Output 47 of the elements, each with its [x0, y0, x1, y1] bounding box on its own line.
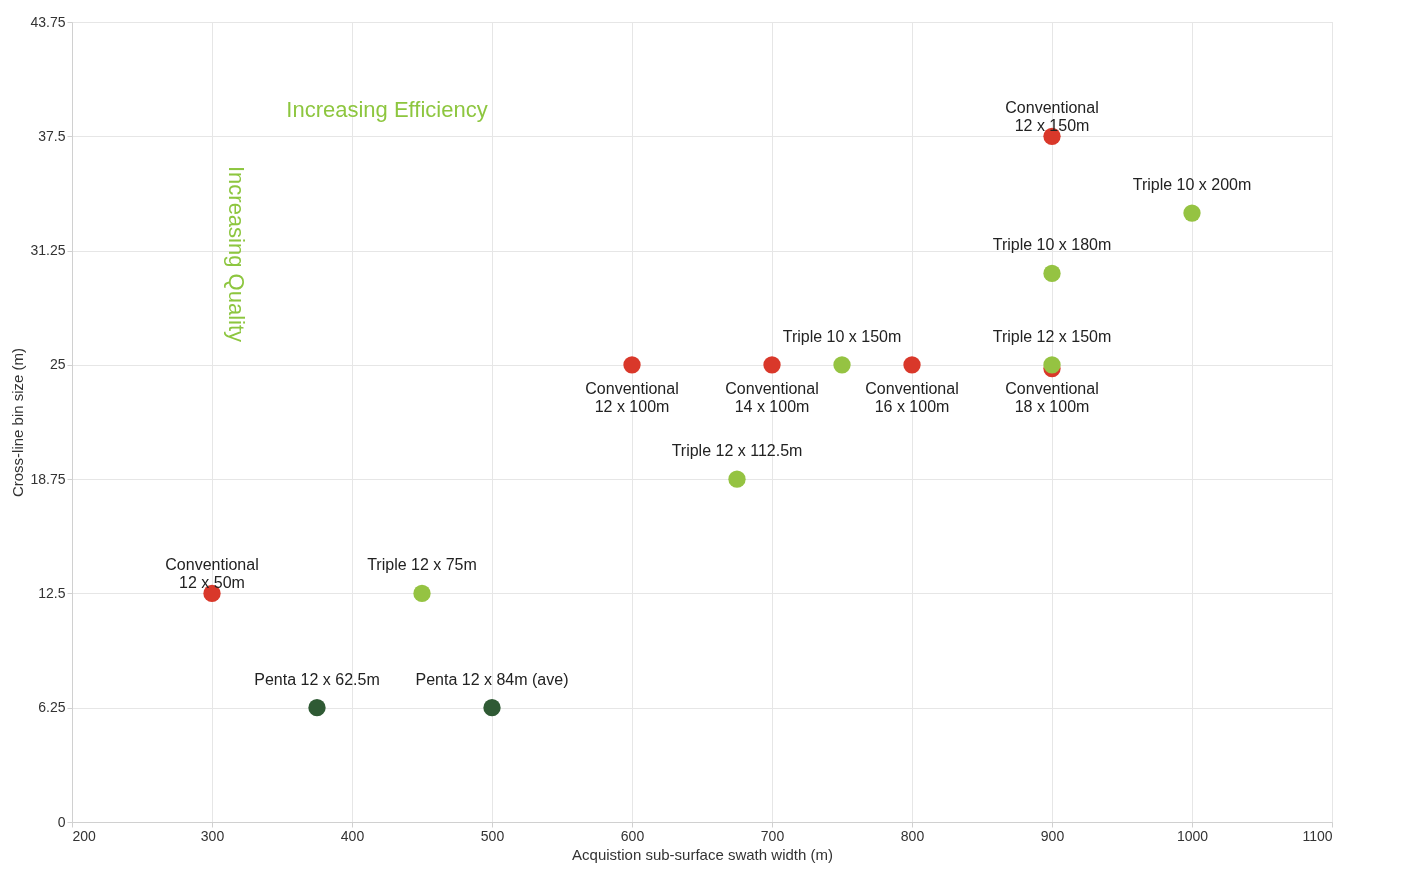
y-tick-label: 37.5 [38, 127, 66, 144]
annotation: Triple 10 x 200m [1132, 176, 1252, 194]
y-axis-title: Cross-line bin size (m) [9, 347, 27, 498]
annotation: Penta 12 x 84m (ave) [415, 670, 569, 688]
annotation: Triple 10 x 150m [782, 327, 902, 345]
x-tick-label: 200 [72, 827, 97, 844]
x-tick-label: 600 [620, 827, 645, 844]
point [763, 356, 781, 374]
y-tick-label: 6.25 [38, 699, 66, 716]
annotation: Triple 12 x 75m [367, 556, 477, 574]
annotation: Triple 10 x 180m [992, 236, 1112, 254]
annotation: Conventional 18 x 100m [1005, 379, 1099, 415]
x-tick-label: 700 [760, 827, 785, 844]
y-tick-label: 25 [49, 356, 66, 373]
point [1043, 356, 1061, 374]
point [413, 584, 431, 603]
point [308, 699, 326, 717]
point [728, 470, 746, 488]
x-tick-label: 400 [340, 827, 365, 844]
point [903, 356, 921, 374]
annotation: Conventional 16 x 100m [865, 379, 959, 415]
annotation: Triple 12 x 112.5m [671, 442, 803, 460]
annotation: Increasing Efficiency [286, 97, 488, 122]
annotation: Conventional 12 x 100m [585, 379, 679, 415]
y-tick-label: 12.5 [38, 584, 66, 601]
annotation: Penta 12 x 62.5m [254, 670, 380, 688]
y-tick-label: 43.75 [30, 13, 66, 30]
point [833, 356, 851, 374]
x-axis-title: Acquistion sub-surface swath width (m) [572, 845, 833, 863]
point [1183, 204, 1201, 222]
x-tick-label: 300 [200, 827, 225, 844]
x-tick-label: 500 [480, 827, 505, 844]
y-tick-label: 18.75 [30, 470, 66, 487]
x-tick-label: 1100 [1302, 827, 1333, 844]
y-tick-label: 0 [57, 813, 66, 830]
y-tick-label: 31.25 [30, 242, 66, 259]
x-tick-label: 1000 [1176, 827, 1209, 844]
point [483, 699, 501, 717]
annotation: Conventional 12 x 150m [1005, 99, 1099, 135]
point [623, 356, 641, 374]
x-tick-label: 800 [900, 827, 925, 844]
annotation: Conventional 12 x 50m [165, 556, 259, 592]
annotation: Conventional 14 x 100m [725, 379, 819, 415]
annotation: Increasing Quality [223, 165, 249, 343]
x-tick-label: 900 [1040, 827, 1065, 844]
annotation: Triple 12 x 150m [992, 327, 1112, 345]
point [1043, 264, 1061, 283]
